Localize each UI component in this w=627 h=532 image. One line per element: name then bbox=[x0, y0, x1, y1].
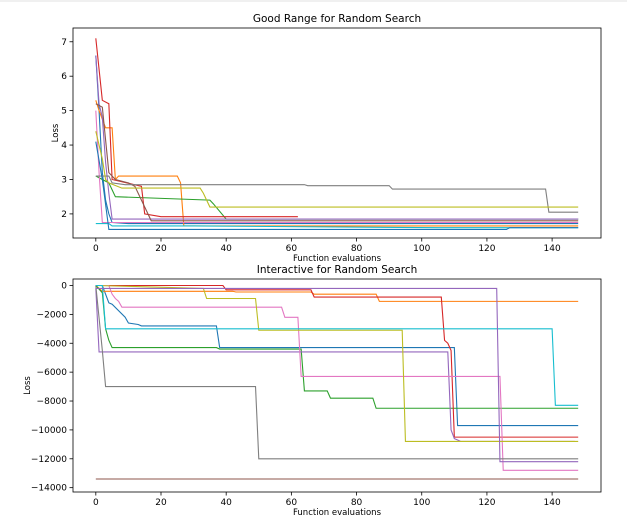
series-line-10 bbox=[95, 284, 579, 406]
y-tick-label: 5 bbox=[61, 107, 67, 117]
x-tick-label: 40 bbox=[220, 244, 232, 254]
top-divider bbox=[0, 0, 627, 2]
x-tick-label: 80 bbox=[351, 498, 363, 508]
y-tick-label: −8000 bbox=[37, 397, 68, 407]
plot-frame bbox=[72, 27, 602, 239]
series-line-7 bbox=[95, 110, 579, 224]
y-tick-label: −4000 bbox=[37, 339, 68, 349]
series-line-3 bbox=[95, 175, 579, 220]
chart-title: Good Range for Random Search bbox=[253, 13, 421, 25]
chart-title: Interactive for Random Search bbox=[257, 264, 418, 276]
plot-frame bbox=[72, 278, 602, 493]
y-tick-label: 0 bbox=[61, 281, 67, 291]
x-tick-label: 120 bbox=[478, 498, 495, 508]
y-tick-label: 3 bbox=[61, 175, 67, 185]
series-line-1 bbox=[95, 284, 579, 427]
y-tick-label: 4 bbox=[61, 141, 67, 151]
series-line-11 bbox=[95, 287, 579, 463]
series-line-11 bbox=[95, 141, 579, 230]
x-tick-label: 100 bbox=[413, 498, 430, 508]
series-line-8 bbox=[95, 285, 579, 460]
x-tick-label: 120 bbox=[478, 244, 495, 254]
y-tick-label: 7 bbox=[61, 38, 67, 48]
series-line-7 bbox=[95, 284, 579, 471]
x-tick-label: 0 bbox=[93, 498, 99, 508]
y-axis-label: Loss bbox=[51, 123, 61, 142]
y-axis-label: Loss bbox=[23, 376, 33, 395]
series-line-9 bbox=[95, 284, 579, 443]
x-tick-label: 20 bbox=[155, 244, 167, 254]
x-tick-label: 60 bbox=[286, 498, 298, 508]
x-tick-label: 0 bbox=[93, 244, 99, 254]
x-tick-label: 140 bbox=[544, 244, 561, 254]
y-tick-label: −14000 bbox=[31, 484, 67, 494]
series-line-5 bbox=[95, 55, 579, 220]
x-axis-label: Function evaluations bbox=[293, 508, 382, 518]
x-tick-label: 140 bbox=[544, 498, 561, 508]
chart-1: 0 20 40 60 80 100 120 140 2 3 4 5 6 7 Good Range for R… bbox=[51, 13, 602, 264]
series-line-10 bbox=[95, 222, 579, 229]
series-group bbox=[95, 38, 579, 230]
series-line-8 bbox=[95, 175, 579, 213]
series-group bbox=[95, 284, 579, 480]
chart-2: 0 20 40 60 80 100 120 140 0 −2000 −4000 −6000 −8000 −… bbox=[23, 264, 602, 518]
series-line-6 bbox=[95, 103, 579, 222]
series-line-2 bbox=[95, 285, 579, 302]
x-tick-label: 20 bbox=[155, 498, 167, 508]
x-tick-label: 80 bbox=[351, 244, 363, 254]
series-line-3 bbox=[95, 285, 579, 409]
x-tick-label: 40 bbox=[220, 498, 232, 508]
series-line-4 bbox=[95, 284, 579, 438]
series-line-5 bbox=[95, 288, 575, 443]
x-tick-label: 60 bbox=[286, 244, 298, 254]
y-tick-label: −6000 bbox=[37, 368, 68, 378]
series-line-9 bbox=[95, 131, 579, 208]
y-tick-label: −10000 bbox=[31, 426, 67, 436]
y-tick-label: −2000 bbox=[37, 310, 68, 320]
y-tick-label: −12000 bbox=[31, 455, 67, 465]
y-tick-label: 6 bbox=[61, 72, 67, 82]
series-line-4 bbox=[95, 38, 298, 218]
x-axis-label: Function evaluations bbox=[293, 254, 382, 264]
x-tick-label: 100 bbox=[413, 244, 430, 254]
y-tick-label: 2 bbox=[61, 210, 67, 220]
series-line-1 bbox=[95, 55, 579, 225]
